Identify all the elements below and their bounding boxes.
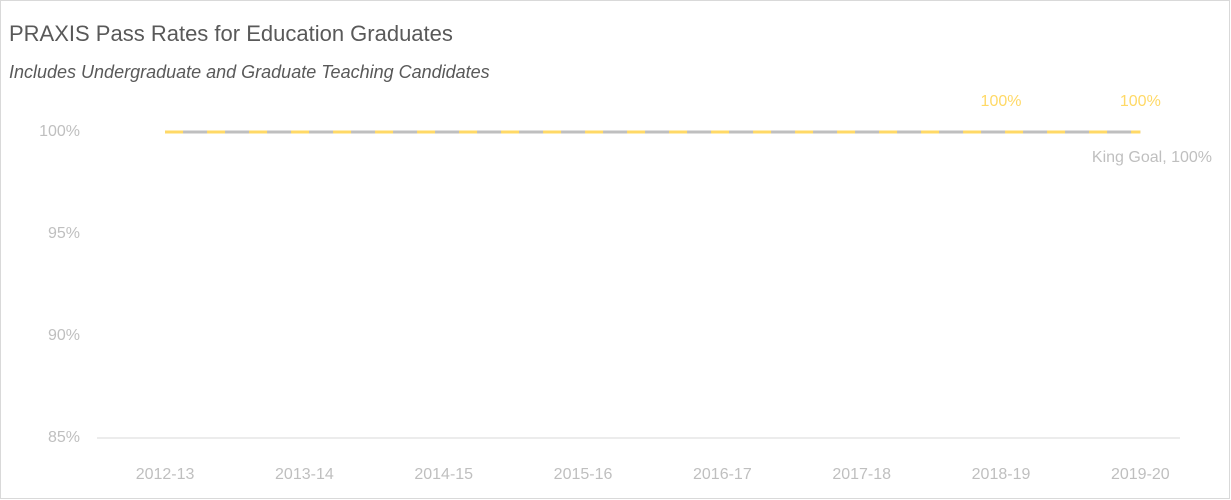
x-tick-label: 2016-17 [693, 466, 752, 483]
goal-annotation: King Goal, 100% [1092, 149, 1212, 166]
data-label: 100% [981, 93, 1022, 110]
y-tick-label: 100% [39, 123, 80, 140]
x-tick-label: 2014-15 [414, 466, 473, 483]
y-tick-label: 90% [48, 327, 80, 344]
x-tick-label: 2017-18 [832, 466, 891, 483]
x-tick-label: 2012-13 [136, 466, 195, 483]
y-tick-label: 95% [48, 225, 80, 242]
x-tick-label: 2015-16 [554, 466, 613, 483]
data-label: 100% [1120, 93, 1161, 110]
chart-subtitle: Includes Undergraduate and Graduate Teac… [9, 62, 490, 82]
x-tick-label: 2018-19 [972, 466, 1031, 483]
x-tick-label: 2013-14 [275, 466, 334, 483]
x-tick-label: 2019-20 [1111, 466, 1170, 483]
chart-title: PRAXIS Pass Rates for Education Graduate… [9, 21, 453, 46]
y-tick-label: 85% [48, 429, 80, 446]
